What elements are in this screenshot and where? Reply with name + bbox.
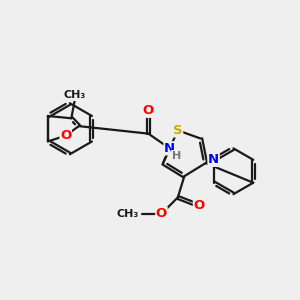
Text: CH₃: CH₃ — [63, 90, 86, 100]
Text: O: O — [143, 104, 154, 117]
Text: H: H — [172, 151, 181, 160]
Text: O: O — [156, 207, 167, 220]
Text: CH₃: CH₃ — [116, 209, 139, 219]
Text: N: N — [164, 142, 175, 155]
Text: S: S — [173, 124, 183, 137]
Text: O: O — [194, 199, 205, 212]
Text: O: O — [60, 129, 71, 142]
Text: N: N — [208, 153, 219, 166]
